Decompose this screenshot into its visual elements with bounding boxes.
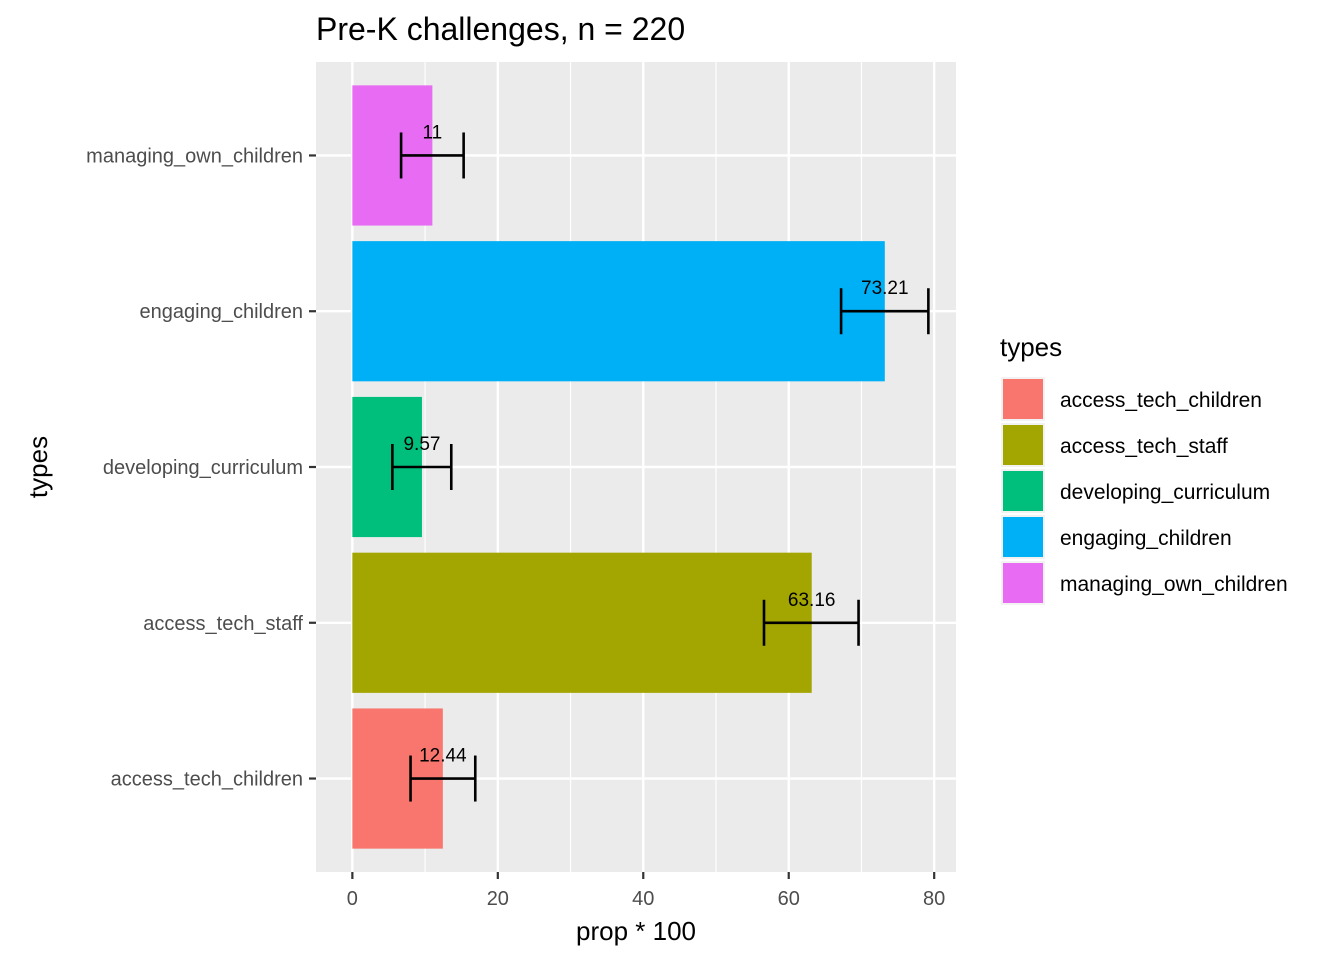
legend-label: access_tech_children xyxy=(1060,389,1262,412)
legend-swatch-access-tech-children xyxy=(1003,379,1043,419)
y-tick-label: developing_curriculum xyxy=(103,457,303,479)
legend-label: engaging_children xyxy=(1060,527,1232,550)
x-tick-label: 40 xyxy=(632,888,654,910)
bar-access-tech-staff xyxy=(352,552,812,693)
bar-engaging-children xyxy=(352,241,885,382)
chart-title: Pre-K challenges, n = 220 xyxy=(316,11,685,47)
legend-title: types xyxy=(1000,332,1062,362)
x-axis-title: prop * 100 xyxy=(576,916,696,946)
data-label: 9.57 xyxy=(403,434,440,455)
legend-label: access_tech_staff xyxy=(1060,435,1228,458)
legend-swatch-developing-curriculum xyxy=(1003,471,1043,511)
data-labels: 12.44 63.16 9.57 73.21 11 xyxy=(403,122,908,766)
y-axis: access_tech_children access_tech_staff dev… xyxy=(86,145,316,791)
data-label: 63.16 xyxy=(788,590,836,611)
legend-swatch-engaging-children xyxy=(1003,517,1043,557)
legend-label: developing_curriculum xyxy=(1060,481,1270,504)
y-tick-label: managing_own_children xyxy=(86,145,303,167)
x-tick-label: 80 xyxy=(923,888,945,910)
x-tick-label: 0 xyxy=(347,888,358,910)
legend-swatch-access-tech-staff xyxy=(1003,425,1043,465)
legend: types access_tech_children access_tech_st… xyxy=(1000,332,1288,605)
legend-label: managing_own_children xyxy=(1060,573,1288,596)
y-axis-title: types xyxy=(23,436,53,498)
bars xyxy=(352,85,885,849)
x-tick-label: 60 xyxy=(778,888,800,910)
y-tick-label: engaging_children xyxy=(140,301,303,323)
x-axis: 0 20 40 60 80 xyxy=(347,872,945,910)
data-label: 12.44 xyxy=(419,746,467,767)
y-tick-label: access_tech_children xyxy=(111,769,303,791)
error-bars xyxy=(391,132,930,802)
x-tick-label: 20 xyxy=(487,888,509,910)
y-tick-label: access_tech_staff xyxy=(143,613,303,635)
legend-swatch-managing-own-children xyxy=(1003,563,1043,603)
data-label: 11 xyxy=(422,122,442,143)
data-label: 73.21 xyxy=(861,278,909,299)
